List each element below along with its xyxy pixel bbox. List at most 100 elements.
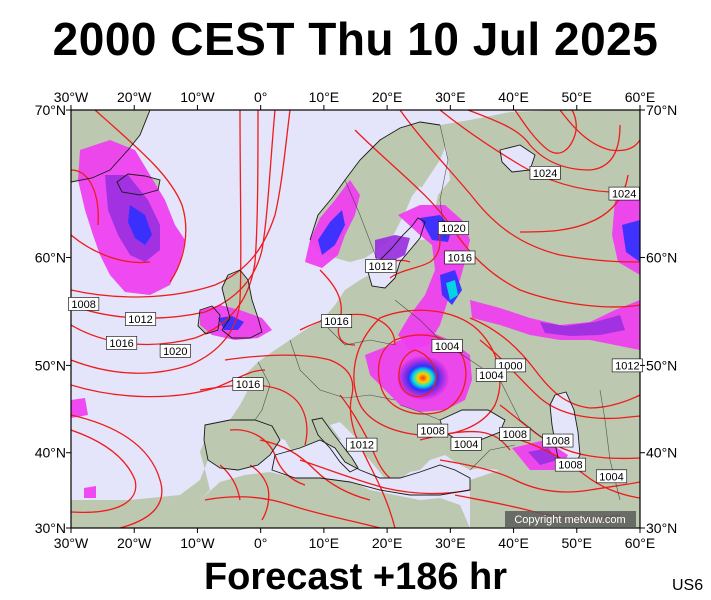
isobar-label-box [106, 336, 138, 350]
isobar [71, 169, 99, 226]
longitude-labels-top: 30°W 20°W 10°W 0° 10°E 20°E 30°E 40°E 50°E 60°E [54, 89, 655, 110]
coastlines [71, 110, 581, 496]
isobar-label-box [596, 469, 628, 484]
isobar-label: 1024 [529, 166, 561, 180]
lon-label-bottom: 30°E [435, 535, 466, 551]
copyright-text: Copyright metvuw.com [514, 514, 625, 526]
map-frame [70, 109, 641, 529]
isobar-label-box [159, 344, 191, 358]
isobar-label-text: 1008 [503, 429, 527, 441]
lon-label-bottom: 20°E [372, 535, 403, 551]
isobar [353, 309, 501, 437]
isobar-label-text: 1004 [454, 439, 478, 451]
border [469, 444, 516, 471]
isobar-label-text: 1016 [324, 316, 348, 328]
lon-label-top: 30°E [435, 89, 466, 105]
lat-label-right: 50°N [646, 357, 677, 373]
isobar-label-box [542, 433, 574, 448]
isobar-label: 1016 [232, 377, 264, 391]
isobar [514, 110, 577, 154]
isobar-label-text: 1024 [533, 168, 557, 180]
coastline-greenland [71, 110, 151, 183]
isobar [399, 110, 640, 263]
lon-label-top: 50°E [562, 89, 593, 105]
isobar [249, 464, 270, 521]
isobar [299, 459, 471, 495]
isobar-label-box [365, 259, 397, 273]
coastline-ireland [197, 305, 221, 335]
isobar-label: 1012 [346, 437, 378, 452]
isobar [259, 439, 371, 501]
isobar-label: 1004 [450, 437, 482, 451]
isobar-label: 1012 [365, 259, 397, 273]
isobar [389, 231, 441, 279]
isobar-label-text: 1004 [599, 471, 623, 483]
isobar [71, 110, 242, 374]
map-title: 2000 CEST Thu 10 Jul 2025 [52, 13, 659, 65]
isobar [398, 349, 437, 398]
isobar [204, 496, 381, 528]
border [399, 404, 441, 421]
isobar-label: 1004 [475, 368, 507, 382]
isobar-label-text: 1020 [163, 346, 187, 358]
isobar-label-box [499, 427, 531, 441]
isobar [71, 369, 266, 398]
lat-label-right: 60°N [646, 249, 677, 265]
lon-label-top: 60°E [625, 89, 656, 105]
isobar-label-box [437, 221, 469, 235]
lon-label-bottom: 0° [254, 535, 267, 551]
isobar-label: 1012 [611, 358, 643, 372]
lon-label-bottom: 50°E [562, 535, 593, 551]
precip-norway-core [318, 210, 345, 255]
lon-label-bottom: 40°E [498, 535, 529, 551]
isobar-label: 1016 [321, 314, 353, 328]
isobar-label: 1008 [499, 427, 531, 441]
latitude-labels-left: 70°N 60°N 50°N 40°N 30°N [35, 102, 71, 536]
lat-label-right: 40°N [646, 445, 677, 461]
precip-iceland-bay [71, 398, 88, 418]
isobar-label-text: 1016 [109, 338, 133, 350]
isobar-label-box [417, 423, 449, 438]
isobar [94, 110, 187, 283]
isobar [71, 429, 137, 514]
isobar-label: 1016 [444, 250, 476, 264]
lon-label-top: 10°W [180, 89, 215, 105]
isobar [71, 110, 291, 298]
isobar-label-text: 1012 [369, 261, 393, 273]
isobar [467, 110, 621, 171]
isobar-label-text: 1008 [420, 426, 444, 438]
precip-finland [398, 205, 470, 350]
coastline-baltic [367, 217, 426, 289]
lon-label-top: 0° [254, 89, 267, 105]
isobar-label-text: 1004 [479, 370, 503, 382]
isobar-label-box [450, 437, 482, 451]
isobar-label-text: 1024 [612, 189, 636, 201]
isobar-label-text: 1004 [435, 341, 459, 353]
lon-label-top: 20°W [117, 89, 152, 105]
lon-label-top: 30°W [54, 89, 89, 105]
lon-label-bottom: 20°W [117, 535, 152, 551]
isobar-label-text: 1012 [128, 314, 152, 326]
copyright-box: Copyright metvuw.com [505, 511, 636, 527]
isobar-label: 1016 [106, 336, 138, 350]
precip-sweden [375, 235, 410, 262]
africa-landmass [190, 472, 470, 528]
border [439, 124, 449, 239]
isobar [559, 110, 640, 152]
isobar-label-text: 1008 [558, 460, 582, 472]
isobar-label-text: 1016 [236, 379, 260, 391]
isobar-label-text: 1020 [441, 223, 465, 235]
border [289, 339, 396, 401]
precip-spot-azores [84, 486, 96, 498]
lon-label-bottom: 10°W [180, 535, 215, 551]
isobar-label: 1020 [159, 344, 191, 358]
lon-label-top: 20°E [372, 89, 403, 105]
italy-landmass [312, 418, 358, 472]
isobar-label: 1020 [437, 221, 469, 235]
isobar-label-text: 1012 [615, 360, 639, 372]
isobar-label-box [554, 457, 586, 472]
isobar-label: 1008 [417, 423, 449, 438]
white-sea [500, 145, 535, 172]
isobar [224, 354, 396, 528]
isobar [299, 313, 396, 346]
